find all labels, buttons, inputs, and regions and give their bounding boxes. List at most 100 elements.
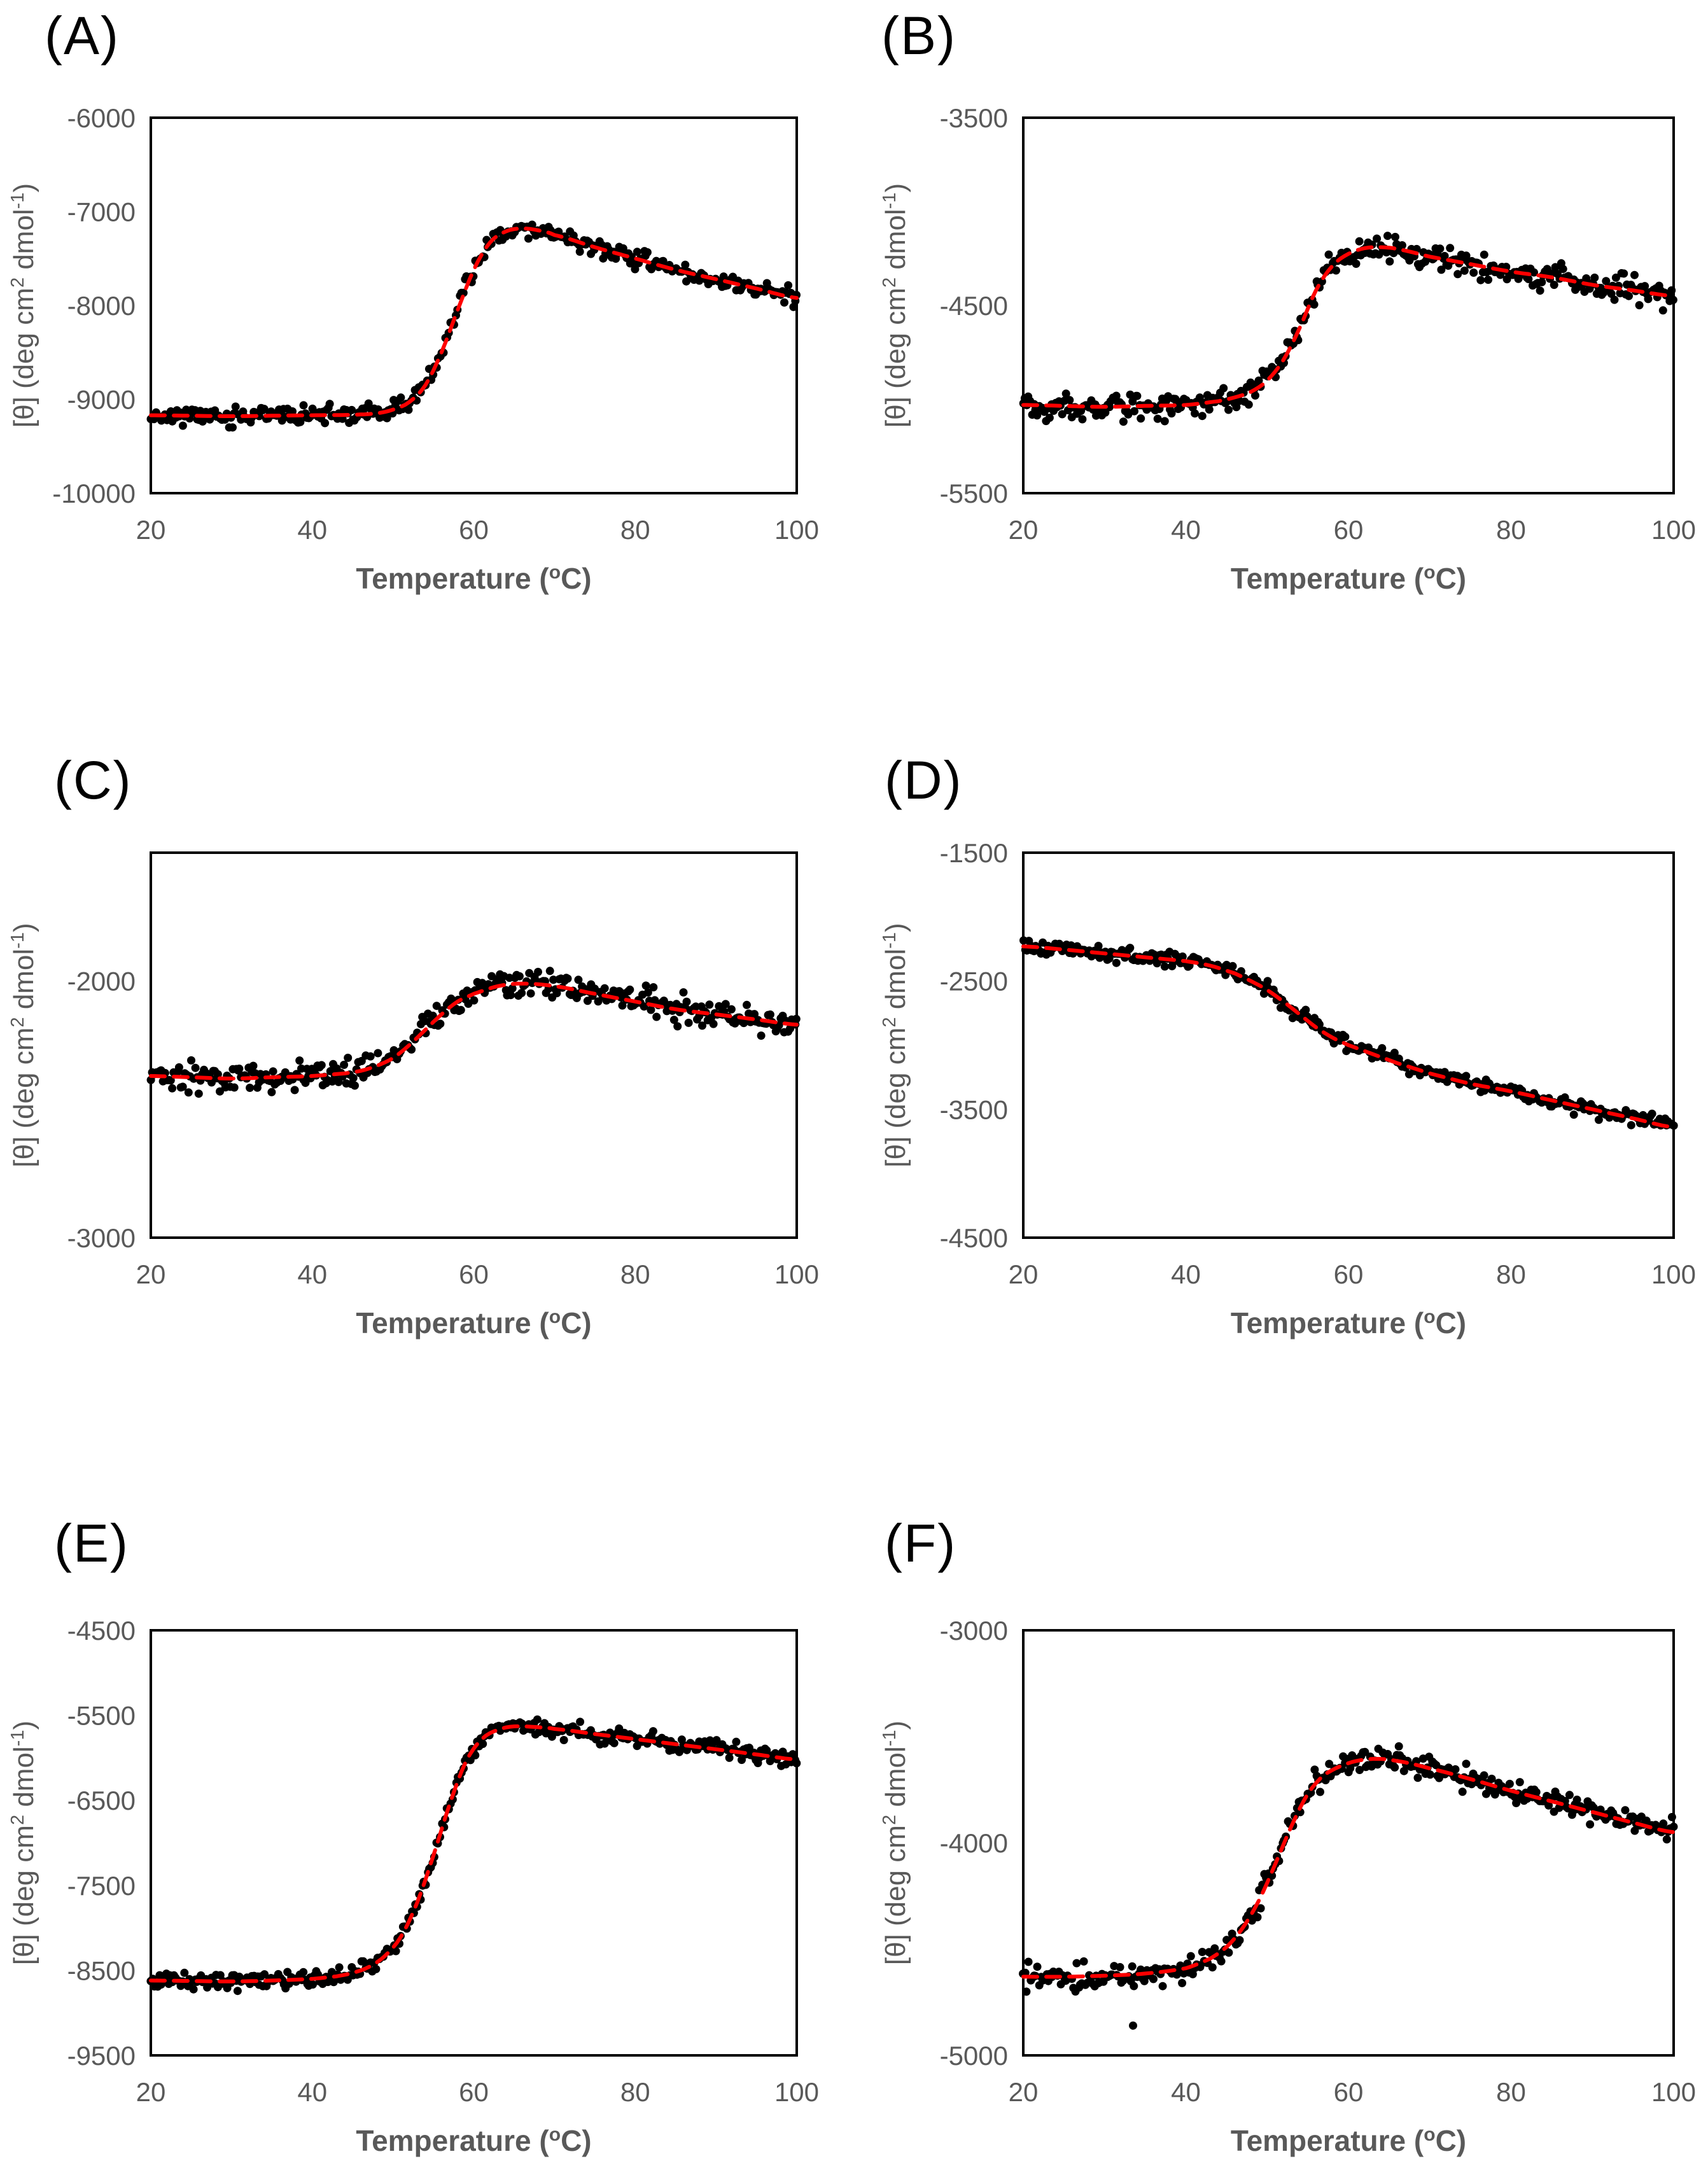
- x-tick-label: 60: [1334, 1259, 1364, 1289]
- x-tick-label: 80: [1496, 515, 1526, 545]
- y-tick-label: -4000: [940, 1828, 1008, 1858]
- y-axis-title: [θ] (deg cm2 dmol-1): [8, 183, 39, 428]
- fit-line: [149, 981, 799, 1081]
- x-tick-label: 60: [1334, 515, 1364, 545]
- x-tick-label: 40: [1171, 515, 1201, 545]
- axis-box: [150, 851, 798, 1239]
- x-axis-title: Temperature (oC): [1231, 1306, 1466, 1339]
- y-tick-label: -2000: [67, 967, 136, 997]
- y-tick-labels: -3000 -4000 -5000: [940, 1616, 1008, 2071]
- panel-b: (B) -3500 -4500 -5500 20 40 60 80 100 Temperatur…: [854, 0, 1708, 732]
- y-tick-label: -3500: [940, 103, 1008, 133]
- y-axis-title: [θ] (deg cm2 dmol-1): [8, 1721, 39, 1965]
- x-tick-labels: 20 40 60 80 100: [1009, 2077, 1696, 2107]
- y-axis-title: [θ] (deg cm2 dmol-1): [879, 1721, 911, 1965]
- y-tick-label: -8000: [67, 291, 136, 321]
- fit-line: [1021, 1756, 1676, 1979]
- y-tick-labels: -2000 -3000: [67, 967, 136, 1253]
- fit-line: [149, 226, 799, 418]
- x-tick-label: 100: [774, 2077, 819, 2107]
- y-tick-label: -5000: [940, 2041, 1008, 2071]
- y-tick-label: -4500: [940, 1223, 1008, 1253]
- x-axis-title: Temperature (oC): [356, 1306, 591, 1339]
- scatter-points: [1019, 1742, 1678, 2030]
- panel-d-label: (D): [885, 750, 963, 810]
- x-tick-label: 20: [1009, 515, 1039, 545]
- x-tick-label: 40: [1171, 2077, 1201, 2107]
- x-tick-label: 60: [459, 1259, 489, 1289]
- y-tick-label: -3500: [940, 1094, 1008, 1124]
- x-tick-label: 20: [136, 1259, 166, 1289]
- y-axis-title: [θ] (deg cm2 dmol-1): [879, 923, 911, 1167]
- x-tick-label: 20: [136, 2077, 166, 2107]
- y-tick-label: -5500: [940, 479, 1008, 508]
- scatter-points: [1019, 232, 1677, 426]
- x-tick-labels: 20 40 60 80 100: [1009, 1259, 1696, 1289]
- x-tick-label: 80: [620, 515, 650, 545]
- y-tick-label: -3000: [940, 1616, 1008, 1646]
- x-axis-title: Temperature (oC): [356, 2124, 591, 2157]
- y-tick-labels: -6000 -7000 -8000 -9000 -10000: [52, 103, 136, 508]
- x-tick-label: 100: [774, 1259, 819, 1289]
- fit-line: [1021, 245, 1676, 409]
- y-tick-label: -6500: [67, 1786, 136, 1815]
- axis-box: [150, 1629, 798, 2057]
- axis-box: [1022, 851, 1675, 1239]
- x-tick-label: 100: [774, 515, 819, 545]
- x-tick-label: 40: [297, 2077, 327, 2107]
- y-tick-labels: -3500 -4500 -5500: [940, 103, 1008, 508]
- x-axis-title: Temperature (oC): [1231, 562, 1466, 595]
- axis-box: [1022, 116, 1675, 494]
- x-tick-label: 80: [620, 2077, 650, 2107]
- x-tick-labels: 20 40 60 80 100: [136, 2077, 819, 2107]
- panel-e: (E) -4500 -5500 -6500 -7500 -8500 -9500 20 40 60…: [0, 1505, 854, 2168]
- y-tick-label: -4500: [67, 1616, 136, 1646]
- y-tick-label: -10000: [52, 479, 136, 508]
- x-tick-label: 80: [620, 1259, 650, 1289]
- x-tick-label: 40: [297, 1259, 327, 1289]
- x-tick-label: 20: [1009, 2077, 1039, 2107]
- panel-d: (D) -1500 -2500 -3500 -4500 20 40 60 80 100 Tempe…: [854, 732, 1708, 1505]
- x-tick-label: 100: [1651, 515, 1696, 545]
- y-tick-label: -4500: [940, 291, 1008, 321]
- y-tick-label: -9000: [67, 385, 136, 415]
- x-tick-label: 60: [459, 2077, 489, 2107]
- panel-c-label: (C): [54, 750, 132, 810]
- panel-b-label: (B): [881, 6, 956, 66]
- x-tick-label: 20: [1009, 1259, 1039, 1289]
- x-tick-label: 60: [1334, 2077, 1364, 2107]
- panel-f: (F) -3000 -4000 -5000 20 40 60 80 100 Temperatur…: [854, 1505, 1708, 2168]
- x-tick-label: 60: [459, 515, 489, 545]
- y-tick-label: -8500: [67, 1955, 136, 1985]
- x-tick-label: 100: [1651, 2077, 1696, 2107]
- y-tick-label: -5500: [67, 1701, 136, 1731]
- y-tick-label: -9500: [67, 2041, 136, 2071]
- x-axis-title: Temperature (oC): [1231, 2124, 1466, 2157]
- x-tick-label: 40: [297, 515, 327, 545]
- y-tick-label: -3000: [67, 1223, 136, 1253]
- y-tick-labels: -1500 -2500 -3500 -4500: [940, 838, 1008, 1253]
- y-axis-title: [θ] (deg cm2 dmol-1): [879, 183, 911, 428]
- panel-a-label: (A): [45, 6, 120, 66]
- x-tick-label: 20: [136, 515, 166, 545]
- y-tick-label: -2500: [940, 967, 1008, 997]
- fit-line: [149, 1724, 799, 1983]
- y-tick-labels: -4500 -5500 -6500 -7500 -8500 -9500: [67, 1616, 136, 2071]
- scatter-points: [1019, 936, 1678, 1130]
- axis-box: [1022, 1629, 1675, 2057]
- y-tick-label: -7500: [67, 1871, 136, 1901]
- fit-line: [1021, 944, 1676, 1129]
- x-tick-label: 80: [1496, 2077, 1526, 2107]
- y-tick-label: -6000: [67, 103, 136, 133]
- scatter-points: [146, 1715, 801, 1996]
- y-tick-label: -7000: [67, 197, 136, 227]
- y-tick-label: -1500: [940, 838, 1008, 868]
- scatter-points: [146, 220, 801, 432]
- x-tick-label: 80: [1496, 1259, 1526, 1289]
